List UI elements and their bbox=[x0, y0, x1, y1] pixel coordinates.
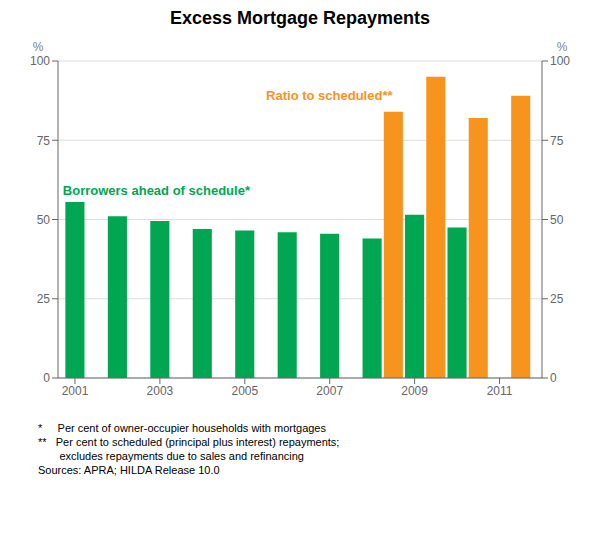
html-text:** Per cent to scheduled (prin: ** Per cent to scheduled (principal plus… bbox=[38, 436, 340, 462]
svg-text:0: 0 bbox=[43, 371, 50, 385]
svg-text:75: 75 bbox=[550, 134, 564, 148]
svg-text:0: 0 bbox=[550, 371, 557, 385]
html-text:Borrowers ahead of schedule*: Borrowers ahead of schedule* bbox=[62, 182, 250, 198]
svg-text:2005: 2005 bbox=[231, 384, 258, 398]
svg-text:2003: 2003 bbox=[147, 384, 174, 398]
svg-text:50: 50 bbox=[550, 213, 564, 227]
svg-text:25: 25 bbox=[37, 292, 51, 306]
svg-text:50: 50 bbox=[37, 213, 51, 227]
svg-text:100: 100 bbox=[550, 54, 570, 68]
svg-text:25: 25 bbox=[550, 292, 564, 306]
html-text:Ratio to scheduled**: Ratio to scheduled** bbox=[266, 87, 393, 103]
svg-text:%: % bbox=[557, 40, 568, 54]
html-text:Excess Mortgage Repayments: Excess Mortgage Repayments bbox=[169, 8, 430, 28]
svg-text:2011: 2011 bbox=[487, 384, 513, 398]
svg-text:75: 75 bbox=[37, 134, 51, 148]
html-text:* Per cent of owner-occupier h: * Per cent of owner-occupier households … bbox=[38, 422, 326, 434]
svg-text:%: % bbox=[33, 40, 44, 54]
svg-text:100: 100 bbox=[30, 54, 50, 68]
svg-text:2007: 2007 bbox=[316, 384, 343, 398]
svg-text:2009: 2009 bbox=[401, 384, 428, 398]
svg-text:2001: 2001 bbox=[62, 384, 89, 398]
html-text:Sources: APRA; HILDA Release 1: Sources: APRA; HILDA Release 10.0 bbox=[38, 464, 220, 476]
